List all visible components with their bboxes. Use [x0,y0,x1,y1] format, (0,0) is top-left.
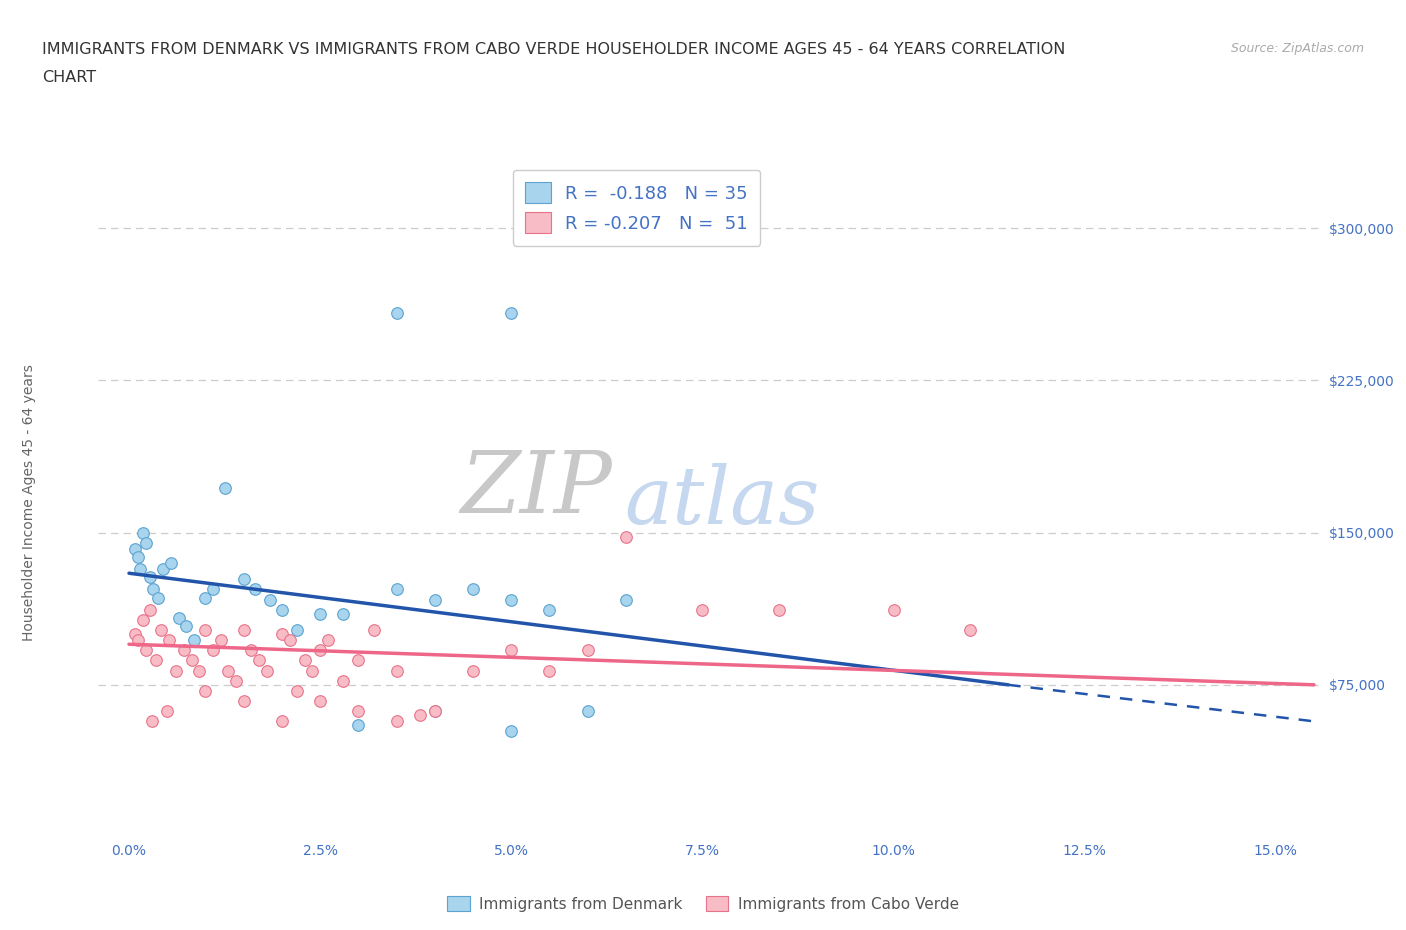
Point [129,562,152,577]
Point [423,704,446,719]
Point [285,684,308,698]
Point [423,592,446,607]
Point [285,622,308,637]
Point [217,663,239,678]
Point [156,704,179,719]
Point [194,684,217,698]
Point [332,606,354,621]
Point [270,714,294,729]
Point [240,643,263,658]
Point [501,643,523,658]
Point [160,555,183,570]
Point [301,663,323,678]
Point [183,632,205,647]
Point [270,603,294,618]
Point [145,653,167,668]
Point [124,627,146,642]
Point [127,550,149,565]
Point [194,622,217,637]
Point [347,718,370,733]
Point [309,643,332,658]
Point [150,622,173,637]
Point [142,582,165,597]
Point [214,481,236,496]
Point [173,643,195,658]
Point [209,632,232,647]
Legend: R =  -0.188   N = 35, R = -0.207   N =  51: R = -0.188 N = 35, R = -0.207 N = 51 [513,170,761,246]
Text: ZIP: ZIP [460,447,612,530]
Point [332,673,354,688]
Point [385,714,408,729]
Point [461,663,484,678]
Point [194,591,217,605]
Point [385,663,408,678]
Point [225,673,247,688]
Point [316,632,339,647]
Point [959,622,981,637]
Point [294,653,316,668]
Point [309,606,332,621]
Point [132,613,155,628]
Point [501,724,523,739]
Point [152,562,174,577]
Point [165,663,187,678]
Point [347,653,370,668]
Point [538,603,561,618]
Point [202,643,225,658]
Point [180,653,202,668]
Text: CHART: CHART [42,70,96,85]
Text: Source: ZipAtlas.com: Source: ZipAtlas.com [1230,42,1364,55]
Point [385,582,408,597]
Point [768,603,790,618]
Point [347,704,370,719]
Point [461,582,484,597]
Point [135,643,157,658]
Point [232,572,254,587]
Point [385,306,408,321]
Point [232,694,254,709]
Point [232,622,254,637]
Point [692,603,714,618]
Point [176,618,198,633]
Point [139,570,162,585]
Point [614,529,637,544]
Point [157,632,180,647]
Point [501,306,523,321]
Point [576,643,599,658]
Y-axis label: Householder Income Ages 45 - 64 years: Householder Income Ages 45 - 64 years [22,364,37,641]
Point [501,592,523,607]
Point [538,663,561,678]
Point [278,632,301,647]
Point [132,525,155,540]
Legend: Immigrants from Denmark, Immigrants from Cabo Verde: Immigrants from Denmark, Immigrants from… [441,889,965,918]
Point [576,704,599,719]
Point [188,663,211,678]
Point [141,714,163,729]
Point [167,610,190,625]
Point [202,582,225,597]
Point [423,704,446,719]
Point [270,627,294,642]
Point [124,541,146,556]
Point [127,632,149,647]
Point [247,653,270,668]
Point [259,592,281,607]
Point [139,603,162,618]
Point [882,603,904,618]
Point [614,592,637,607]
Point [408,708,430,723]
Point [309,694,332,709]
Text: IMMIGRANTS FROM DENMARK VS IMMIGRANTS FROM CABO VERDE HOUSEHOLDER INCOME AGES 45: IMMIGRANTS FROM DENMARK VS IMMIGRANTS FR… [42,42,1066,57]
Point [363,622,385,637]
Text: atlas: atlas [624,463,820,541]
Point [243,582,266,597]
Point [256,663,278,678]
Point [135,536,157,551]
Point [146,591,169,605]
